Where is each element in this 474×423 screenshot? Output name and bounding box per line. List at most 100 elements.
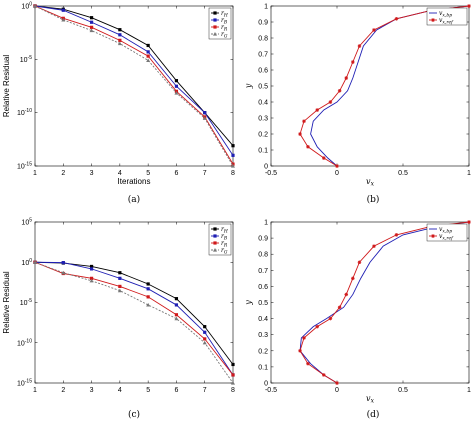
x-tick-label: 4	[118, 170, 122, 177]
x-tick-label: 2	[61, 170, 65, 177]
legend-marker	[431, 234, 435, 238]
y-tick-label: 0.3	[258, 332, 268, 339]
y-tick-label: 0.1	[258, 364, 268, 371]
y-tick-label: 0	[264, 381, 268, 388]
data-point	[231, 164, 235, 168]
legend-label: rB	[221, 233, 228, 242]
data-point	[302, 119, 306, 123]
data-point	[174, 79, 179, 83]
legend-marker	[213, 227, 217, 231]
data-point	[146, 302, 151, 307]
legend-label: rR	[221, 240, 228, 249]
legend-box	[426, 223, 468, 242]
panel-a-residual-chart: 1 2 3 4 5 6 7 8 100 10-5 10-10 10-15 Iterations Relat…	[2, 2, 235, 187]
legend-label: rH	[221, 10, 228, 19]
data-point	[174, 316, 179, 321]
data-point	[118, 38, 122, 42]
data-point	[174, 303, 179, 307]
data-point	[322, 156, 326, 160]
y-tick-label: 10-5	[20, 55, 32, 64]
y-tick-label: 0.5	[258, 84, 268, 91]
y-tick-label: 10-5	[20, 298, 32, 307]
y-axis-label: Relative Residual	[2, 271, 11, 333]
x-tick-label: 8	[231, 170, 235, 177]
plot-frame	[34, 5, 234, 167]
data-point	[61, 8, 65, 12]
data-point	[117, 41, 122, 46]
data-point	[118, 28, 122, 32]
x-tick-label: 1	[467, 387, 471, 394]
series-line	[34, 5, 234, 146]
data-point	[467, 220, 471, 224]
data-point	[146, 43, 150, 48]
x-tick-label: 5	[146, 387, 150, 394]
panel-b-velocity-profile: -0.5 0 0.5 100.10.20.30.40.50.60.70.80.91vx…	[244, 4, 471, 188]
data-point	[231, 144, 235, 148]
data-point	[315, 324, 319, 329]
x-tick-label: 3	[90, 387, 94, 394]
data-point	[146, 287, 150, 291]
data-point	[89, 20, 94, 24]
x-tick-label: 6	[174, 387, 178, 394]
y-tick-label: 0.2	[258, 348, 268, 355]
x-tick-label: 0	[335, 170, 339, 177]
data-point	[89, 278, 94, 283]
y-tick-label: 0.8	[258, 252, 268, 259]
data-point	[61, 17, 66, 22]
x-tick-label: 1	[467, 170, 471, 177]
y-tick-label: 100	[21, 2, 32, 11]
data-point	[174, 90, 179, 95]
data-point	[344, 292, 349, 297]
data-point	[89, 28, 94, 33]
data-point	[335, 381, 339, 385]
y-tick-label: 10-10	[17, 338, 32, 347]
plot-frame	[270, 5, 470, 167]
caption-a: (a)	[128, 194, 140, 205]
y-axis-label: y	[244, 300, 253, 306]
legend-label: rR	[221, 24, 228, 33]
x-axis-label: vx	[366, 394, 375, 405]
x-axis-label: Iterations	[118, 177, 151, 186]
data-point	[89, 25, 94, 29]
y-tick-label: 0.6	[258, 284, 268, 291]
y-tick-label: 0.4	[258, 316, 268, 323]
data-point	[33, 4, 37, 8]
data-point	[231, 373, 235, 377]
data-point	[89, 276, 94, 280]
legend-label: rG	[221, 247, 228, 256]
y-tick-label: 1	[264, 220, 268, 227]
y-tick-label: 100	[21, 258, 32, 267]
data-point	[117, 288, 122, 293]
data-point	[174, 297, 179, 301]
data-point	[231, 362, 235, 367]
series-line	[34, 261, 234, 376]
data-point	[337, 89, 342, 93]
x-tick-label: 4	[118, 387, 122, 394]
legend-label: vx,ref	[439, 233, 454, 242]
y-tick-label: 0.3	[258, 116, 268, 123]
data-point	[351, 60, 355, 64]
y-tick-label: 0.9	[258, 20, 268, 27]
y-tick-label: 0.9	[258, 236, 268, 243]
data-point	[174, 313, 179, 317]
y-tick-label: 10-10	[17, 108, 32, 117]
data-point	[89, 264, 94, 269]
panel-d-velocity-profile: -0.5 0 0.5 100.10.20.30.40.50.60.70.80.91vx…	[244, 220, 471, 405]
x-tick-label: 0	[335, 387, 339, 394]
y-tick-label: 0.7	[258, 52, 268, 59]
data-point	[174, 84, 179, 88]
series-line	[34, 261, 234, 384]
data-point	[315, 108, 319, 112]
data-point	[118, 271, 122, 275]
data-point	[302, 336, 306, 340]
data-point	[203, 330, 207, 334]
caption-d: (d)	[367, 409, 380, 420]
x-tick-label: 1	[33, 170, 37, 177]
data-point	[335, 164, 339, 168]
data-point	[146, 58, 151, 62]
data-point	[322, 373, 326, 377]
data-point	[146, 295, 150, 299]
data-point	[328, 316, 333, 321]
